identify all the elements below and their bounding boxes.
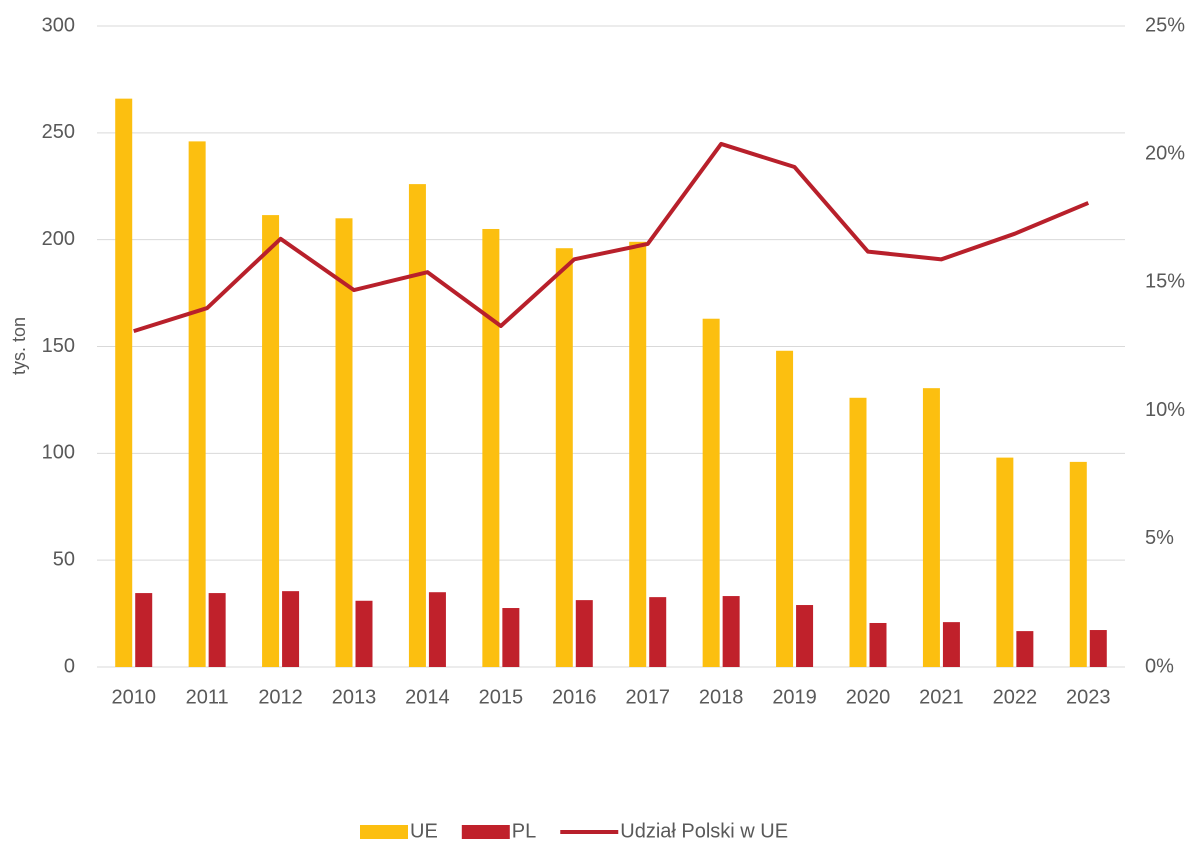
y-axis-label: tys. ton xyxy=(9,317,29,375)
bar xyxy=(869,622,887,667)
bar xyxy=(502,608,520,667)
bar xyxy=(555,248,573,668)
x-tick-label: 2021 xyxy=(919,686,964,708)
bar xyxy=(482,228,500,667)
x-tick-label: 2015 xyxy=(479,686,524,708)
y2-tick-label: 25% xyxy=(1145,14,1185,36)
bar xyxy=(922,388,940,667)
y2-tick-label: 15% xyxy=(1145,271,1185,293)
x-tick-label: 2019 xyxy=(772,686,817,708)
x-tick-label: 2010 xyxy=(111,686,156,708)
line xyxy=(133,141,1090,334)
x-tick-label: 2020 xyxy=(846,686,891,708)
y-tick-label: 250 xyxy=(42,121,75,143)
bar xyxy=(1016,631,1034,667)
bar xyxy=(262,215,280,667)
bar xyxy=(208,593,226,667)
bar xyxy=(996,457,1014,667)
x-tick-label: 2017 xyxy=(625,686,670,708)
bar xyxy=(428,592,446,667)
bar xyxy=(722,596,740,667)
bar xyxy=(575,600,593,667)
bar xyxy=(115,98,133,667)
x-tick-label: 2018 xyxy=(699,686,744,708)
bar xyxy=(335,218,353,668)
x-tick-label: 2022 xyxy=(993,686,1038,708)
bar xyxy=(135,593,153,667)
y-tick-label: 300 xyxy=(42,14,75,36)
bar xyxy=(776,350,794,667)
bar xyxy=(408,184,426,667)
bar xyxy=(188,141,206,667)
bar xyxy=(702,318,720,667)
x-tick-label: 2013 xyxy=(332,686,377,708)
bar xyxy=(649,597,667,667)
x-tick-label: 2012 xyxy=(258,686,303,708)
bar xyxy=(1069,461,1087,667)
y-tick-label: 150 xyxy=(42,335,75,357)
y-tick-label: 50 xyxy=(53,548,75,570)
legend-swatch xyxy=(461,825,510,839)
legend-label: Udział Polski w UE xyxy=(620,820,788,842)
bar xyxy=(942,622,960,667)
y2-tick-label: 10% xyxy=(1145,399,1185,421)
y-tick-label: 200 xyxy=(42,228,75,250)
y2-tick-label: 20% xyxy=(1145,142,1185,164)
bar xyxy=(1089,630,1107,667)
bar xyxy=(355,600,373,667)
y-tick-label: 0 xyxy=(64,655,75,677)
legend-swatch xyxy=(360,825,408,839)
y-tick-label: 100 xyxy=(42,442,75,464)
x-tick-label: 2011 xyxy=(186,686,229,708)
legend-label: UE xyxy=(410,820,438,842)
bar xyxy=(282,591,300,667)
bar xyxy=(629,241,647,667)
x-tick-label: 2014 xyxy=(405,686,450,708)
y2-tick-label: 5% xyxy=(1145,527,1174,549)
y2-tick-label: 0% xyxy=(1145,655,1174,677)
bar xyxy=(796,605,814,667)
legend-label: PL xyxy=(512,820,536,842)
bar xyxy=(849,397,867,667)
x-tick-label: 2016 xyxy=(552,686,597,708)
x-tick-label: 2023 xyxy=(1066,686,1111,708)
